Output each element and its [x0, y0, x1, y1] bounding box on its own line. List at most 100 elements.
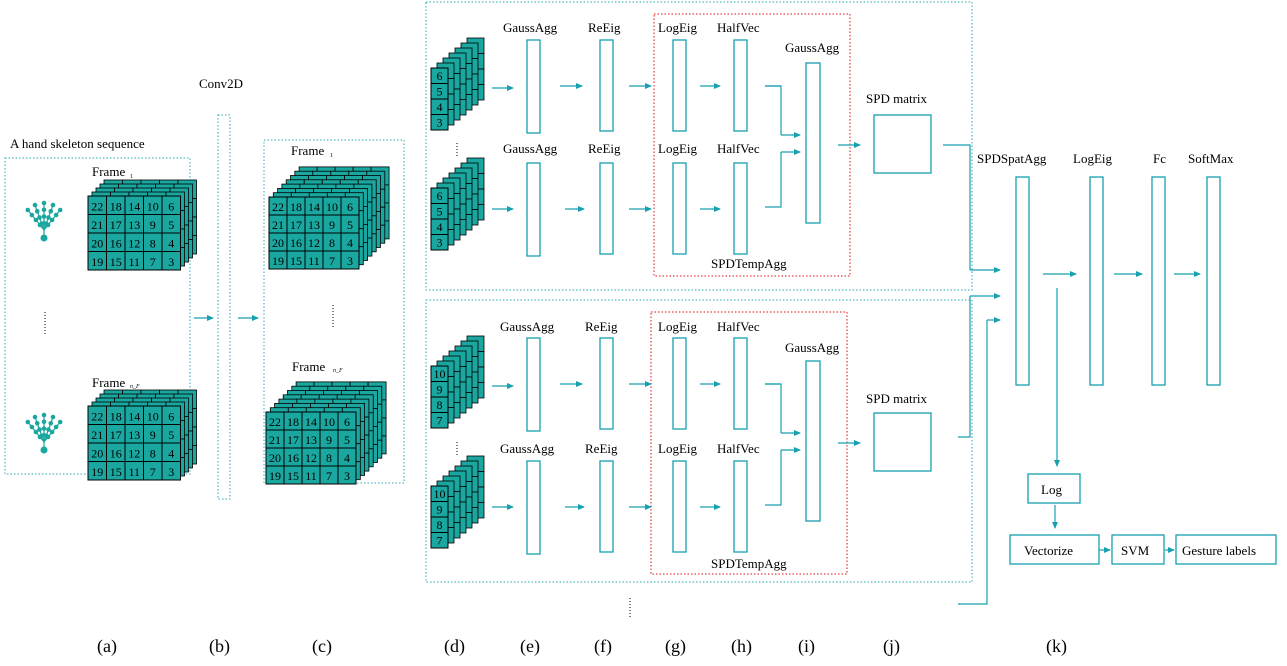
frame-n-sub: n_F: [130, 384, 140, 390]
grid-cell-label: 15: [287, 469, 299, 483]
frame-1-sub: 1: [130, 174, 133, 180]
grid-cell-label: 19: [91, 255, 103, 269]
grid-cell-label: 15: [290, 254, 302, 268]
grid-cell-label: 19: [91, 465, 103, 479]
reeig-layer: [599, 337, 614, 430]
grid-cell-label: 8: [329, 236, 335, 250]
caption-j: (j): [883, 636, 900, 657]
grid-cell: [340, 250, 360, 270]
svg-text:HalfVec: HalfVec: [717, 319, 760, 334]
grid-cell-label: 16: [110, 236, 122, 250]
grid-cell-label: 19: [272, 254, 284, 268]
logeig-layer: [672, 39, 687, 132]
grid-cell-label: 13: [305, 433, 317, 447]
grid-cell-label: 18: [290, 200, 302, 214]
spd-input-stack: 10 98 7: [430, 455, 485, 549]
grid-cell-label: 16: [287, 451, 299, 465]
svg-text:LogEig: LogEig: [658, 141, 697, 156]
grid-cell-label: 11: [305, 469, 317, 483]
logeig-layer: [672, 337, 687, 430]
grid-cell-label: 3: [344, 469, 350, 483]
grid-cell-label: 22: [269, 415, 281, 429]
gaussagg-layer: [526, 460, 541, 555]
spdspatagg-layer: [1015, 176, 1030, 386]
caption-d: (d): [444, 636, 465, 657]
stack-cell-label: 7: [437, 534, 443, 548]
reeig-layer: [599, 39, 614, 132]
conv-frame-grid-n: 22 18 14 10 6 21 17 13 9 5 20 16 12 8 4 19 15 11 7 3: [265, 381, 387, 485]
reeig-layer: [599, 460, 614, 553]
grid-cell-label: 8: [326, 451, 332, 465]
stack-cell-label: 8: [437, 398, 443, 412]
grid-cell-label: 7: [150, 465, 156, 479]
logeig-label: LogEig: [658, 20, 697, 35]
reeig-layer: [599, 162, 614, 255]
stack-cell-label: 9: [437, 503, 443, 517]
grid-cell-label: 12: [305, 451, 317, 465]
svg-text:HalfVec: HalfVec: [717, 441, 760, 456]
svg-text:ReEig: ReEig: [585, 319, 618, 334]
spd-matrix-box: [873, 114, 932, 174]
grid-cell-label: 10: [323, 415, 335, 429]
grid-cell-label: 17: [110, 428, 122, 442]
gaussagg-layer: [526, 337, 541, 432]
svg-text:1: 1: [330, 153, 333, 159]
grid-cell-label: 17: [287, 433, 299, 447]
softmax-label: SoftMax: [1188, 151, 1234, 166]
grid-cell-label: 15: [110, 255, 122, 269]
vectorize-label: Vectorize: [1024, 543, 1073, 558]
grid-cell-label: 6: [344, 415, 350, 429]
gaussagg-merge-layer: [805, 62, 821, 224]
frame-grid-1: 22 18 14 10 6 21 17 13 9 5 20 16 12 8 4 19 15 11 7 3: [87, 179, 197, 271]
svm-label: SVM: [1121, 543, 1150, 558]
grid-cell-label: 17: [110, 218, 122, 232]
svg-text:SPD matrix: SPD matrix: [866, 391, 928, 406]
grid-cell-label: 7: [150, 255, 156, 269]
grid-cell-label: 14: [128, 199, 140, 213]
grid-cell-label: 14: [305, 415, 317, 429]
halfvec-layer: [733, 39, 748, 132]
grid-cell-label: 4: [347, 236, 353, 250]
grid-cell-label: 20: [91, 446, 103, 460]
grid-cell-label: 8: [150, 446, 156, 460]
hand-skeleton-icon: [25, 200, 63, 242]
grid-cell-label: 5: [347, 218, 353, 232]
gaussagg-layer: [526, 39, 541, 134]
grid-cell-label: 14: [308, 200, 320, 214]
captions: (a) (b) (c) (d) (e) (f) (g) (h) (i) (j) …: [97, 636, 1067, 657]
logeig-layer: [672, 460, 687, 553]
stack-cell: [430, 412, 449, 429]
grid-cell-label: 11: [308, 254, 320, 268]
grid-cell-label: 18: [110, 409, 122, 423]
upper-block: [425, 1, 973, 291]
spd-matrix-label: SPD matrix: [866, 91, 928, 106]
grid-cell-label: 4: [168, 446, 174, 460]
seq-title: A hand skeleton sequence: [10, 136, 145, 151]
svg-text:GaussAgg: GaussAgg: [500, 441, 555, 456]
grid-cell-label: 18: [110, 199, 122, 213]
grid-cell-label: 15: [110, 465, 122, 479]
gesture-labels-label: Gesture labels: [1182, 543, 1256, 558]
spdtempagg-label: SPDTempAgg: [711, 256, 787, 271]
gesture-labels-box: [1175, 534, 1277, 565]
grid-cell-label: 16: [110, 446, 122, 460]
conv-frame-grid-1: 22 18 14 10 6 21 17 13 9 5 20 16 12 8 4 19 15 11 7 3: [268, 166, 390, 270]
stack-cell-label: 6: [437, 69, 443, 83]
grid-cell-label: 21: [91, 428, 103, 442]
grid-cell-label: 10: [147, 199, 159, 213]
grid-cell-label: 22: [91, 199, 103, 213]
spd-input-stack: 6 54 3: [430, 157, 485, 251]
caption-f: (f): [594, 636, 612, 657]
frame-cn-label: Frame: [292, 359, 325, 374]
grid-cell-label: 11: [128, 255, 140, 269]
halfvec-label: HalfVec: [717, 20, 760, 35]
gaussagg-label: GaussAgg: [503, 20, 558, 35]
stack-cell-label: 3: [437, 116, 443, 130]
grid-cell-label: 19: [269, 469, 281, 483]
grid-cell-label: 3: [168, 255, 174, 269]
frame-n-label: Frame: [92, 375, 125, 390]
grid-cell-label: 12: [128, 236, 140, 250]
svg-text:ReEig: ReEig: [588, 141, 621, 156]
grid-cell-label: 21: [272, 218, 284, 232]
grid-cell-label: 21: [269, 433, 281, 447]
